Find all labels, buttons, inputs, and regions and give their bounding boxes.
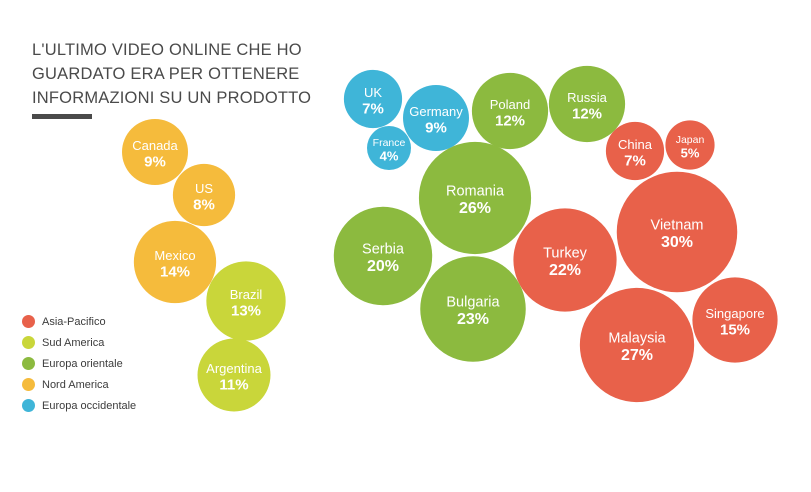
legend-item-europa-occidentale: Europa occidentale xyxy=(22,395,136,416)
legend-item-europa-orientale: Europa orientale xyxy=(22,353,136,374)
bubble-circle-singapore xyxy=(692,277,778,363)
bubble-value-uk: 7% xyxy=(362,100,384,117)
legend-swatch xyxy=(22,378,35,391)
legend-swatch xyxy=(22,399,35,412)
bubble-value-russia: 12% xyxy=(572,105,602,122)
bubble-value-serbia: 20% xyxy=(367,258,399,275)
legend-label: Sud America xyxy=(42,336,105,349)
bubble-label-malaysia: Malaysia xyxy=(608,331,666,347)
title-line-2: GUARDATO ERA PER OTTENERE xyxy=(32,65,300,83)
legend-swatch xyxy=(22,357,35,370)
bubble-label-bulgaria: Bulgaria xyxy=(446,295,500,311)
bubble-circle-malaysia xyxy=(579,287,695,403)
bubble-value-poland: 12% xyxy=(495,112,525,129)
bubble-value-japan: 5% xyxy=(681,145,700,160)
legend-item-asia-pacifico: Asia-Pacifico xyxy=(22,311,136,332)
bubble-circle-turkey xyxy=(513,208,617,312)
bubble-value-france: 4% xyxy=(380,148,399,163)
bubble-circle-bulgaria xyxy=(420,256,526,362)
bubble-circle-uk xyxy=(343,69,403,129)
legend-swatch xyxy=(22,315,35,328)
bubble-uk: UK7% xyxy=(343,69,403,129)
legend-item-nord-america: Nord America xyxy=(22,374,136,395)
bubble-label-poland: Poland xyxy=(490,97,530,112)
bubble-us: US8% xyxy=(172,163,236,227)
bubble-value-china: 7% xyxy=(624,152,646,169)
bubble-label-argentina: Argentina xyxy=(206,361,262,376)
bubble-label-vietnam: Vietnam xyxy=(651,218,704,234)
legend: Asia-Pacifico Sud America Europa orienta… xyxy=(22,311,136,416)
bubble-label-china: China xyxy=(618,137,653,152)
bubble-value-canada: 9% xyxy=(144,153,166,170)
bubble-circle-vietnam xyxy=(616,171,738,293)
bubble-label-uk: UK xyxy=(364,85,382,100)
bubble-label-brazil: Brazil xyxy=(230,287,263,302)
bubble-value-mexico: 14% xyxy=(160,263,190,280)
bubble-circle-germany xyxy=(403,85,469,151)
legend-swatch xyxy=(22,336,35,349)
bubble-value-singapore: 15% xyxy=(720,321,750,338)
bubble-value-brazil: 13% xyxy=(231,302,261,319)
bubble-label-us: US xyxy=(195,181,213,196)
bubble-label-singapore: Singapore xyxy=(705,306,764,321)
legend-label: Europa occidentale xyxy=(42,399,137,412)
bubble-value-bulgaria: 23% xyxy=(457,311,489,328)
bubble-circle-argentina xyxy=(197,338,271,412)
bubble-circle-brazil xyxy=(206,261,286,341)
title-line-3: INFORMAZIONI SU UN PRODOTTO xyxy=(32,89,312,107)
bubble-label-romania: Romania xyxy=(446,184,505,200)
bubble-value-turkey: 22% xyxy=(549,262,581,279)
bubble-circle-china xyxy=(605,121,665,181)
bubble-label-japan: Japan xyxy=(676,134,705,146)
legend-label: Europa orientale xyxy=(42,357,123,370)
bubble-value-argentina: 11% xyxy=(219,376,248,393)
bubble-circle-serbia xyxy=(333,206,433,306)
bubble-circle-russia xyxy=(548,65,626,143)
bubble-circle-poland xyxy=(471,72,549,150)
bubble-value-vietnam: 30% xyxy=(661,234,693,251)
title-underline xyxy=(32,114,92,119)
bubble-circle-us xyxy=(172,163,236,227)
legend-label: Nord America xyxy=(42,378,109,391)
title-line-1: L'ULTIMO VIDEO ONLINE CHE HO xyxy=(32,41,302,59)
bubble-circle-canada xyxy=(122,119,188,185)
chart-title: L'ULTIMO VIDEO ONLINE CHE HO GUARDATO ER… xyxy=(32,38,332,110)
bubble-value-romania: 26% xyxy=(459,200,491,217)
bubble-circle-france xyxy=(367,126,411,170)
bubble-circle-japan xyxy=(665,120,715,170)
bubble-value-germany: 9% xyxy=(425,119,447,136)
bubble-label-germany: Germany xyxy=(409,104,463,119)
bubble-value-us: 8% xyxy=(193,196,215,213)
legend-item-sud-america: Sud America xyxy=(22,332,136,353)
bubble-label-mexico: Mexico xyxy=(154,248,195,263)
bubble-label-france: France xyxy=(373,137,406,149)
bubble-label-canada: Canada xyxy=(132,138,178,153)
bubble-label-russia: Russia xyxy=(567,90,608,105)
bubble-label-turkey: Turkey xyxy=(543,246,588,262)
legend-label: Asia-Pacifico xyxy=(42,315,106,328)
bubble-circle-mexico xyxy=(133,220,217,304)
bubble-label-serbia: Serbia xyxy=(362,242,405,258)
bubble-circle-romania xyxy=(418,141,532,255)
bubble-value-malaysia: 27% xyxy=(621,347,653,364)
